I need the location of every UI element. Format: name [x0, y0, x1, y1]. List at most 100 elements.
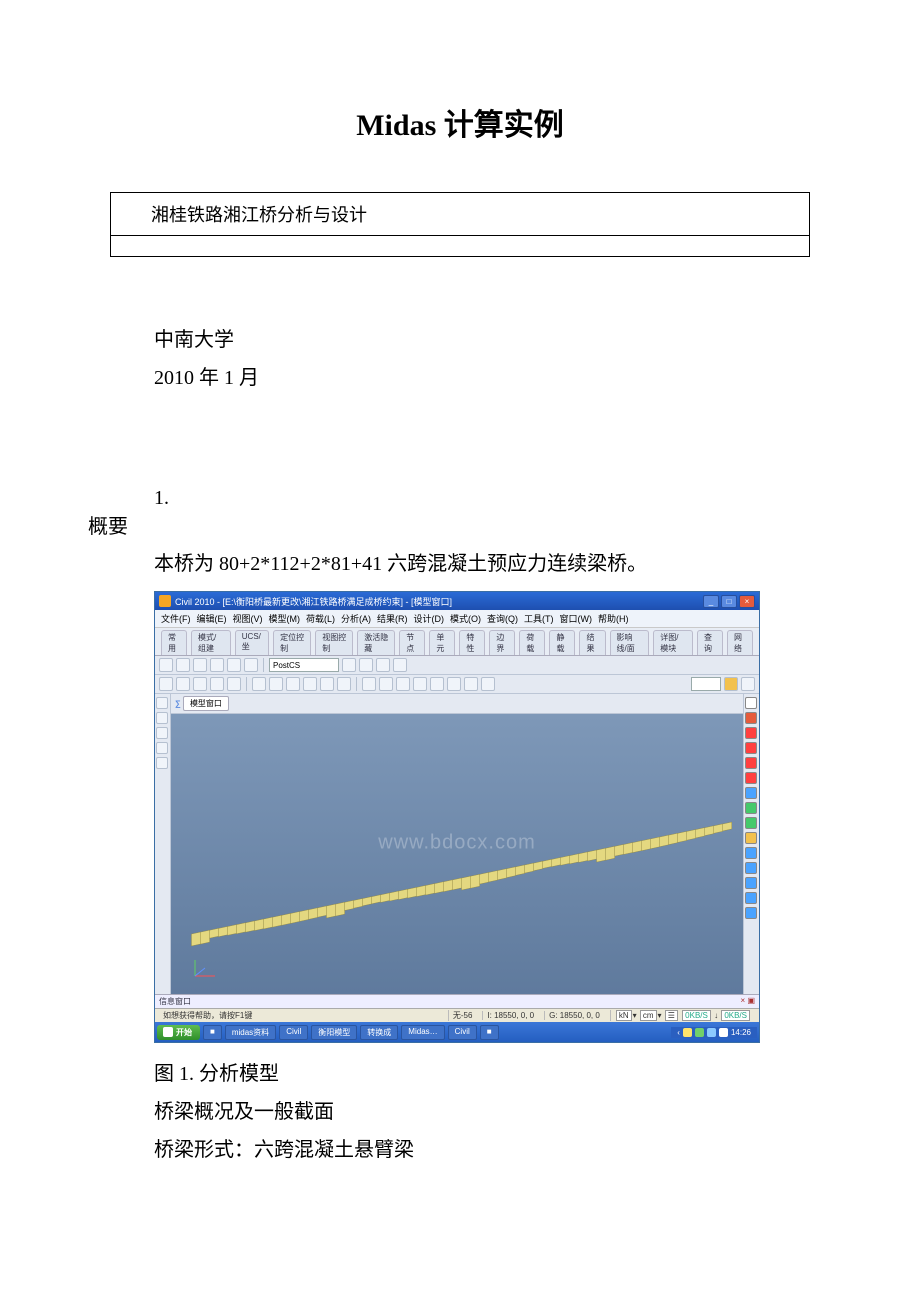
toolbar2-c-6[interactable]	[464, 677, 478, 691]
tray-icon-0[interactable]	[683, 1028, 692, 1037]
minimize-button[interactable]: _	[703, 595, 719, 608]
tray-chevron-icon[interactable]: ‹	[677, 1028, 680, 1037]
toolbar2-b-0[interactable]	[252, 677, 266, 691]
msgbar-close-icon[interactable]: × ▣	[741, 996, 755, 1005]
leftrail-btn-2[interactable]	[156, 727, 168, 739]
leftrail-btn-0[interactable]	[156, 697, 168, 709]
ribbon-tab-13[interactable]: 影响线/面	[610, 630, 650, 655]
toolbar2-c-5[interactable]	[447, 677, 461, 691]
view-tab-model[interactable]: 模型窗口	[183, 696, 229, 711]
rightrail-icon-2[interactable]	[745, 727, 757, 739]
rightrail-icon-14[interactable]	[745, 907, 757, 919]
ribbon-tab-11[interactable]: 静载	[549, 630, 575, 655]
menu-item-3[interactable]: 模型(M)	[269, 612, 301, 625]
leftrail-btn-1[interactable]	[156, 712, 168, 724]
toolbar1-btn-r0[interactable]	[342, 658, 356, 672]
ribbon-tab-14[interactable]: 详图/模块	[653, 630, 693, 655]
toolbar2-a-3[interactable]	[210, 677, 224, 691]
ribbon-tab-1[interactable]: 模式/组建	[191, 630, 231, 655]
toolbar1-btn-l0[interactable]	[159, 658, 173, 672]
tray-icon-2[interactable]	[707, 1028, 716, 1037]
rightrail-icon-8[interactable]	[745, 817, 757, 829]
ribbon-tab-15[interactable]: 查询	[697, 630, 723, 655]
rightrail-icon-9[interactable]	[745, 832, 757, 844]
rightrail-icon-1[interactable]	[745, 712, 757, 724]
toolbar2-b-3[interactable]	[303, 677, 317, 691]
ribbon-tab-16[interactable]: 网络	[727, 630, 753, 655]
toolbar1-btn-r3[interactable]	[393, 658, 407, 672]
postcs-combo[interactable]: PostCS	[269, 658, 339, 672]
toolbar1-btn-l3[interactable]	[210, 658, 224, 672]
toolbar2-a-0[interactable]	[159, 677, 173, 691]
ribbon-tab-8[interactable]: 特性	[459, 630, 485, 655]
ribbon-tab-6[interactable]: 节点	[399, 630, 425, 655]
toolbar2-a-2[interactable]	[193, 677, 207, 691]
tray-icon-3[interactable]	[719, 1028, 728, 1037]
ribbon-tab-10[interactable]: 荷载	[519, 630, 545, 655]
menu-item-11[interactable]: 窗口(W)	[560, 612, 593, 625]
menu-item-1[interactable]: 编辑(E)	[197, 612, 227, 625]
task-item-6[interactable]: Civil	[448, 1025, 477, 1040]
task-item-4[interactable]: 转换成	[360, 1025, 398, 1040]
ribbon-tab-9[interactable]: 边界	[489, 630, 515, 655]
ribbon-tab-7[interactable]: 单元	[429, 630, 455, 655]
task-item-0[interactable]: ■	[203, 1025, 222, 1040]
toolbar2-c-7[interactable]	[481, 677, 495, 691]
toolbar2-b-5[interactable]	[337, 677, 351, 691]
ribbon-tab-0[interactable]: 常用	[161, 630, 187, 655]
toolbar2-right-combo[interactable]	[691, 677, 721, 691]
menu-item-6[interactable]: 结果(R)	[377, 612, 408, 625]
ribbon-tab-5[interactable]: 激活隐藏	[357, 630, 395, 655]
rightrail-icon-3[interactable]	[745, 742, 757, 754]
rightrail-icon-6[interactable]	[745, 787, 757, 799]
toolbar1-btn-l2[interactable]	[193, 658, 207, 672]
ribbon-tab-12[interactable]: 结果	[579, 630, 605, 655]
toolbar2-b-2[interactable]	[286, 677, 300, 691]
menu-item-12[interactable]: 帮助(H)	[598, 612, 629, 625]
leftrail-btn-4[interactable]	[156, 757, 168, 769]
rightrail-icon-0[interactable]	[745, 697, 757, 709]
unit-force[interactable]: kN	[616, 1010, 632, 1021]
toolbar1-btn-r1[interactable]	[359, 658, 373, 672]
unit-extra[interactable]: ☰	[665, 1010, 678, 1021]
rightrail-icon-11[interactable]	[745, 862, 757, 874]
ribbon-tab-2[interactable]: UCS/坐	[235, 630, 269, 655]
toolbar2-c-2[interactable]	[396, 677, 410, 691]
menu-item-4[interactable]: 荷载(L)	[306, 612, 335, 625]
toolbar1-btn-r2[interactable]	[376, 658, 390, 672]
toolbar2-c-0[interactable]	[362, 677, 376, 691]
task-item-1[interactable]: midas资料	[225, 1025, 276, 1040]
toolbar2-b-1[interactable]	[269, 677, 283, 691]
rightrail-icon-4[interactable]	[745, 757, 757, 769]
menu-item-0[interactable]: 文件(F)	[161, 612, 191, 625]
toolbar2-c-4[interactable]	[430, 677, 444, 691]
menu-item-7[interactable]: 设计(D)	[414, 612, 445, 625]
rightrail-icon-12[interactable]	[745, 877, 757, 889]
task-item-3[interactable]: 衡阳模型	[311, 1025, 357, 1040]
menu-item-8[interactable]: 模式(O)	[450, 612, 481, 625]
task-item-2[interactable]: Civil	[279, 1025, 308, 1040]
ribbon-tab-3[interactable]: 定位控制	[273, 630, 311, 655]
menu-item-10[interactable]: 工具(T)	[524, 612, 554, 625]
menu-item-2[interactable]: 视图(V)	[233, 612, 263, 625]
task-item-7[interactable]: ■	[480, 1025, 499, 1040]
toolbar1-btn-l5[interactable]	[244, 658, 258, 672]
leftrail-btn-3[interactable]	[156, 742, 168, 754]
ribbon-tab-4[interactable]: 视图控制	[315, 630, 353, 655]
lock-icon[interactable]	[724, 677, 738, 691]
close-button[interactable]: ×	[739, 595, 755, 608]
toolbar2-c-1[interactable]	[379, 677, 393, 691]
toolbar2-last-btn[interactable]	[741, 677, 755, 691]
toolbar1-btn-l1[interactable]	[176, 658, 190, 672]
toolbar1-btn-l4[interactable]	[227, 658, 241, 672]
toolbar2-b-4[interactable]	[320, 677, 334, 691]
menu-item-5[interactable]: 分析(A)	[341, 612, 371, 625]
rightrail-icon-7[interactable]	[745, 802, 757, 814]
rightrail-icon-10[interactable]	[745, 847, 757, 859]
menu-item-9[interactable]: 查询(Q)	[487, 612, 518, 625]
viewport[interactable]: www.bdocx.com	[171, 714, 743, 994]
start-button[interactable]: 开始	[157, 1025, 200, 1040]
toolbar2-c-3[interactable]	[413, 677, 427, 691]
tray-icon-1[interactable]	[695, 1028, 704, 1037]
rightrail-icon-13[interactable]	[745, 892, 757, 904]
